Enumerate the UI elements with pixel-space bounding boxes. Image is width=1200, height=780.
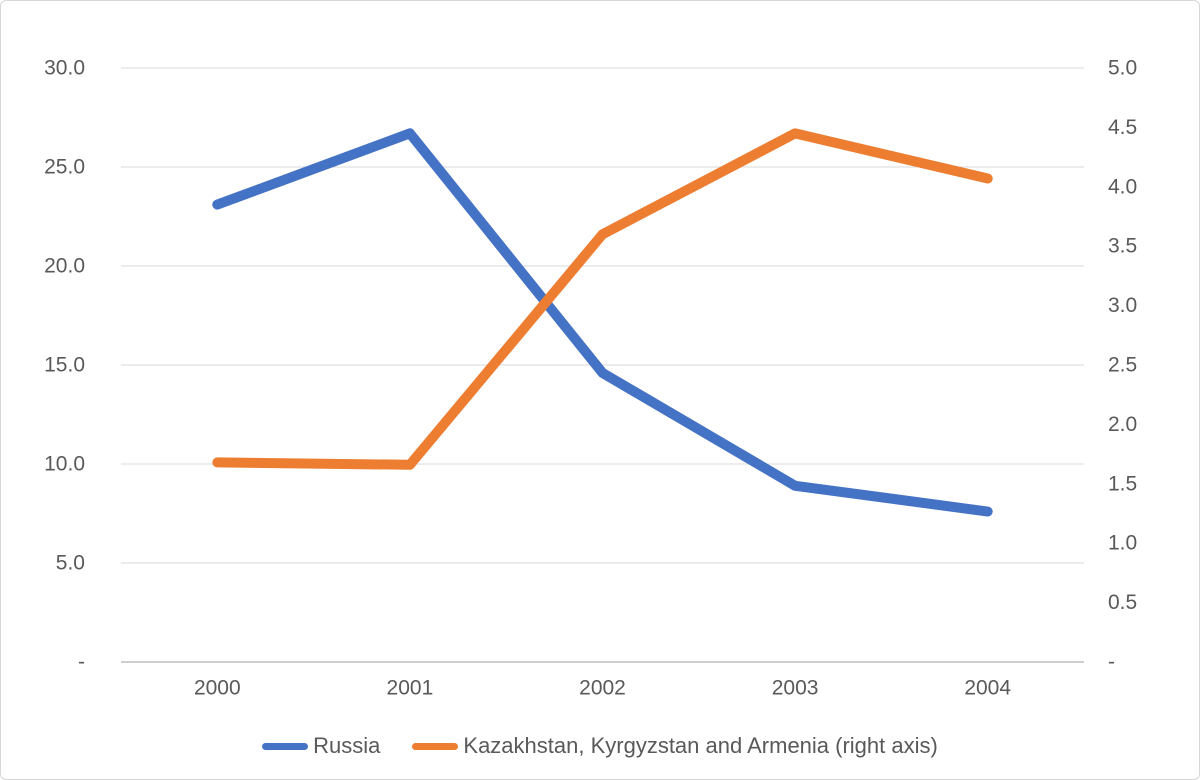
left-axis-tick-label: 20.0 [44,255,85,278]
legend-swatch-icon [412,742,459,750]
x-axis-tick-label: 2003 [772,677,819,700]
legend-item: Russia [262,733,380,759]
series-line-russia [212,128,993,517]
right-axis-tick-label: 4.0 [1108,175,1137,198]
right-axis-tick-label: 3.5 [1108,235,1137,258]
legend-label: Kazakhstan, Kyrgyzstan and Armenia (righ… [463,733,938,758]
legend-swatch-icon [262,742,309,750]
left-axis-tick-label: - [78,651,85,674]
series-line-kka [212,128,993,470]
x-axis-tick-label: 2000 [194,677,241,700]
chart-legend: Russia Kazakhstan, Kyrgyzstan and Armenia… [1,733,1199,759]
x-axis-tick-label: 2001 [387,677,434,700]
legend-item: Kazakhstan, Kyrgyzstan and Armenia (righ… [412,733,938,759]
right-axis-tick-label: 2.5 [1108,354,1137,377]
left-axis-tick-label: 5.0 [56,552,85,575]
right-axis-tick-label: - [1108,651,1115,674]
right-axis-tick-label: 0.5 [1108,591,1137,614]
legend-label: Russia [313,733,381,758]
x-axis-tick-label: 2004 [964,677,1011,700]
x-axis-tick-label: 2002 [579,677,626,700]
left-axis-tick-label: 25.0 [44,156,85,179]
right-axis-tick-label: 1.5 [1108,472,1137,495]
left-axis-tick-label: 30.0 [44,57,85,80]
right-axis-tick-label: 1.0 [1108,532,1137,555]
right-axis-tick-label: 5.0 [1108,57,1137,80]
right-axis-tick-label: 4.5 [1108,116,1137,139]
left-axis-tick-label: 15.0 [44,354,85,377]
left-axis-tick-label: 10.0 [44,453,85,476]
right-axis-tick-label: 3.0 [1108,294,1137,317]
right-axis-tick-label: 2.0 [1108,413,1137,436]
